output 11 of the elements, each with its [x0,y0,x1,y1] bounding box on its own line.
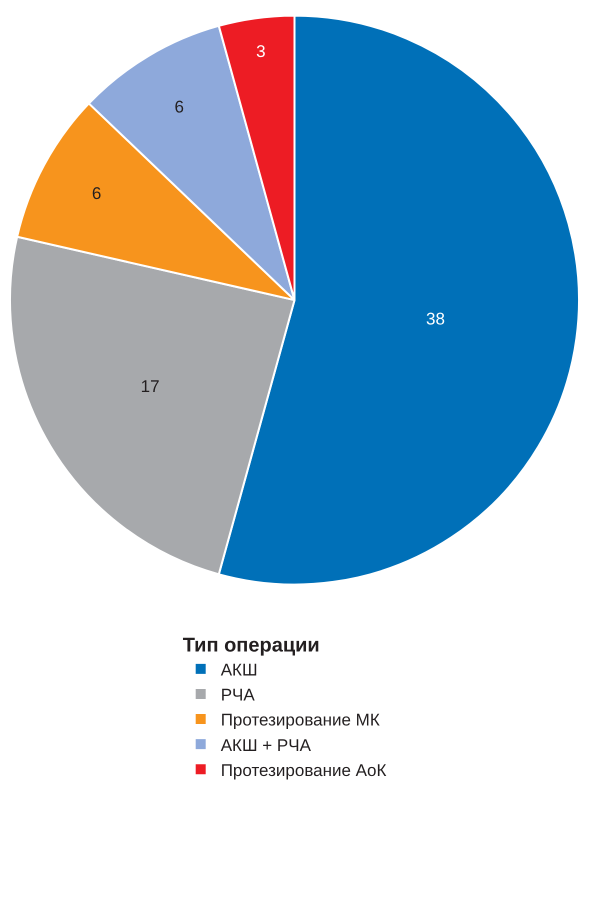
data-label: 3 [256,42,266,62]
data-label: 6 [174,98,184,117]
data-label: 17 [140,376,160,396]
data-label: 38 [426,310,445,329]
legend-label: Протезирование АоК [220,760,386,780]
legend-label: АКШ [220,660,258,680]
legend-label: РЧА [220,686,256,705]
legend-label: Протезирование МК [220,710,380,730]
legend-title: Тип операции [182,634,320,656]
legend-label: АКШ + РЧА [220,736,312,755]
data-label: 6 [92,184,102,204]
